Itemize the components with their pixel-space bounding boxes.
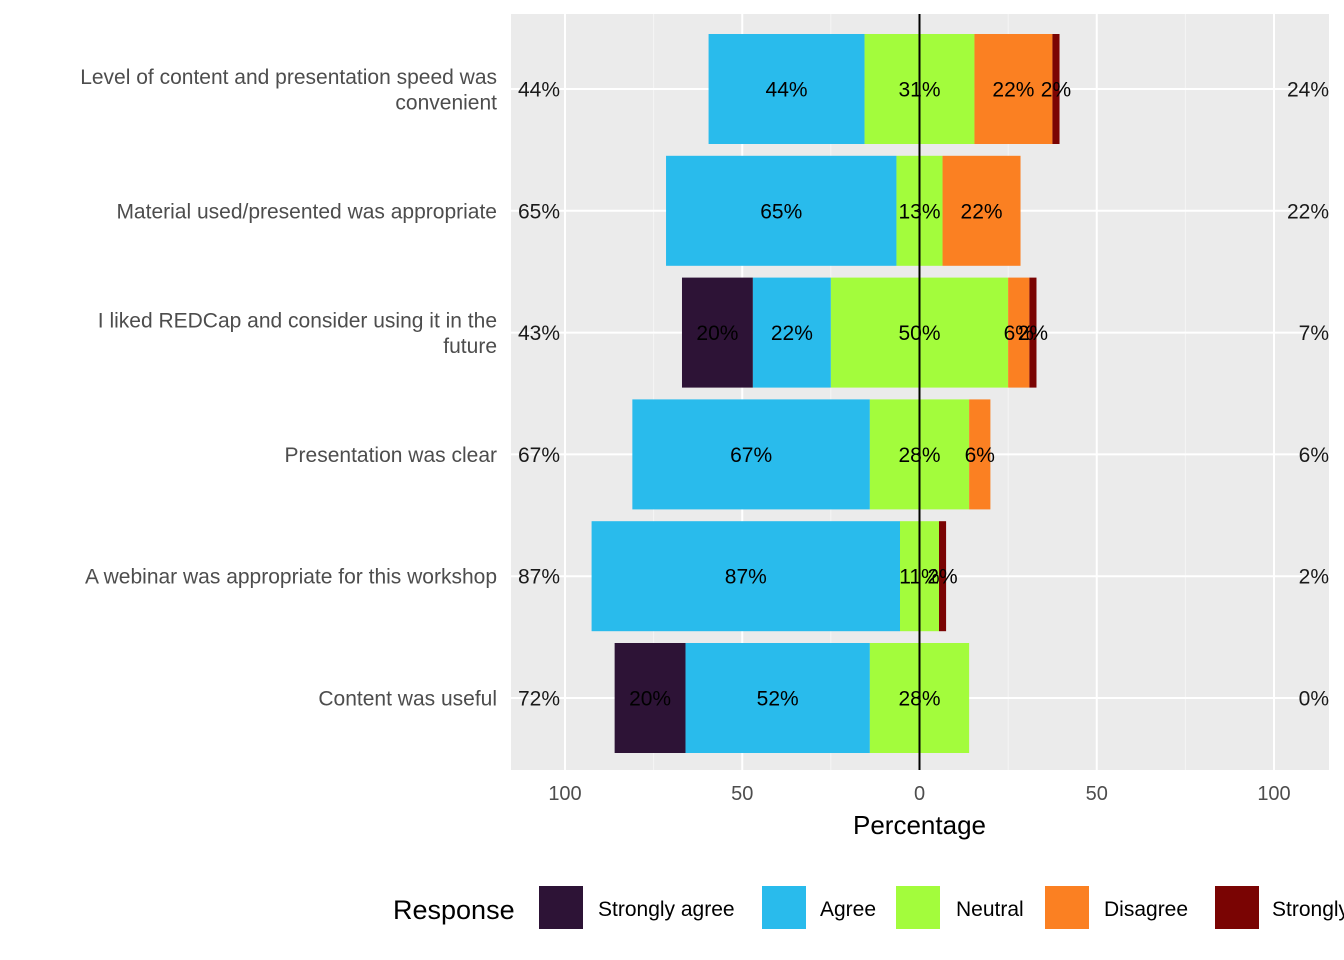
right-total-label: 7% xyxy=(1299,322,1329,345)
bar-value-label: 44% xyxy=(766,79,808,102)
bar-segment-disagree xyxy=(1008,277,1030,388)
bar-segment-strongly-agree xyxy=(681,277,753,388)
right-total-label: 22% xyxy=(1287,200,1329,223)
bar-segment-agree xyxy=(632,399,870,510)
bar-value-label: 67% xyxy=(730,444,772,467)
bar-segment-agree xyxy=(752,277,831,388)
legend-title: Response xyxy=(393,895,515,925)
x-axis: 100 50 0 50 100 Percentage xyxy=(548,14,1291,840)
labels: 44% 31% 22% 2%44% 24%Level of content and pr… xyxy=(80,66,1329,711)
x-tick-label: 50 xyxy=(1086,783,1108,805)
bar-segment-disagree xyxy=(969,399,991,510)
legend-key-agree xyxy=(762,886,806,929)
x-tick-label: 0 xyxy=(914,783,925,805)
left-total-label: 44% xyxy=(518,79,560,102)
left-total-label: 67% xyxy=(518,444,560,467)
category-label: A webinar was appropriate for this works… xyxy=(85,566,497,589)
bar-value-label: 2% xyxy=(927,566,957,589)
legend: Response Strongly agree Agree Neutral Disagr… xyxy=(393,886,1344,929)
bar-segment-agree xyxy=(666,155,897,266)
left-total-label: 65% xyxy=(518,200,560,223)
bar-segment-strongly-agree xyxy=(614,643,686,753)
bar-segment-disagree xyxy=(942,155,1021,266)
legend-label-disagree: Disagree xyxy=(1104,898,1188,921)
bar-value-label: 65% xyxy=(760,200,802,223)
bar-value-label: 22% xyxy=(992,79,1034,102)
legend-key-strongly-disagree xyxy=(1215,886,1259,929)
bar-value-label: 6% xyxy=(1004,322,1034,345)
bar-segment-agree xyxy=(685,643,870,753)
legend-label-neutral: Neutral xyxy=(956,898,1024,921)
bar-value-label: 2% xyxy=(1018,322,1048,345)
x-tick-label: 100 xyxy=(1257,783,1290,805)
category-label: Presentation was clear xyxy=(285,444,497,467)
bar-value-label: 6% xyxy=(965,444,995,467)
category-label: Level of content and presentation speed … xyxy=(80,66,497,115)
bar-segment-disagree xyxy=(974,34,1053,144)
category-label: Content was useful xyxy=(318,688,497,711)
bar-value-label: 20% xyxy=(696,322,738,345)
right-total-label: 24% xyxy=(1287,79,1329,102)
bar-value-label: 20% xyxy=(629,688,671,711)
right-total-label: 0% xyxy=(1299,688,1329,711)
category-label: I liked REDCap and consider using it in … xyxy=(98,309,497,358)
category-label: Material used/presented was appropriate xyxy=(116,200,497,223)
bar-segment-strongly-disagree xyxy=(1029,277,1037,388)
left-total-label: 87% xyxy=(518,566,560,589)
bar-segment-strongly-disagree xyxy=(938,521,947,632)
bar-value-label: 87% xyxy=(725,566,767,589)
bar-segment-strongly-disagree xyxy=(1052,34,1060,144)
bar-value-label: 22% xyxy=(961,200,1003,223)
right-total-label: 6% xyxy=(1299,444,1329,467)
x-axis-title: Percentage xyxy=(853,810,986,840)
legend-key-disagree xyxy=(1045,886,1089,929)
bar-segment-agree xyxy=(591,521,901,632)
bar-segment-agree xyxy=(708,34,865,144)
x-tick-label: 50 xyxy=(731,783,753,805)
legend-key-strongly-agree xyxy=(539,886,583,929)
left-total-label: 43% xyxy=(518,322,560,345)
left-total-label: 72% xyxy=(518,688,560,711)
legend-label-strongly-disagree: Strongly disagree xyxy=(1272,898,1344,921)
legend-key-neutral xyxy=(896,886,940,929)
x-tick-label: 100 xyxy=(548,783,581,805)
bar-value-label: 22% xyxy=(771,322,813,345)
legend-label-strongly-agree: Strongly agree xyxy=(598,898,735,921)
legend-label-agree: Agree xyxy=(820,898,876,921)
bar-value-label: 2% xyxy=(1041,79,1071,102)
right-total-label: 2% xyxy=(1299,566,1329,589)
bar-value-label: 52% xyxy=(757,688,799,711)
